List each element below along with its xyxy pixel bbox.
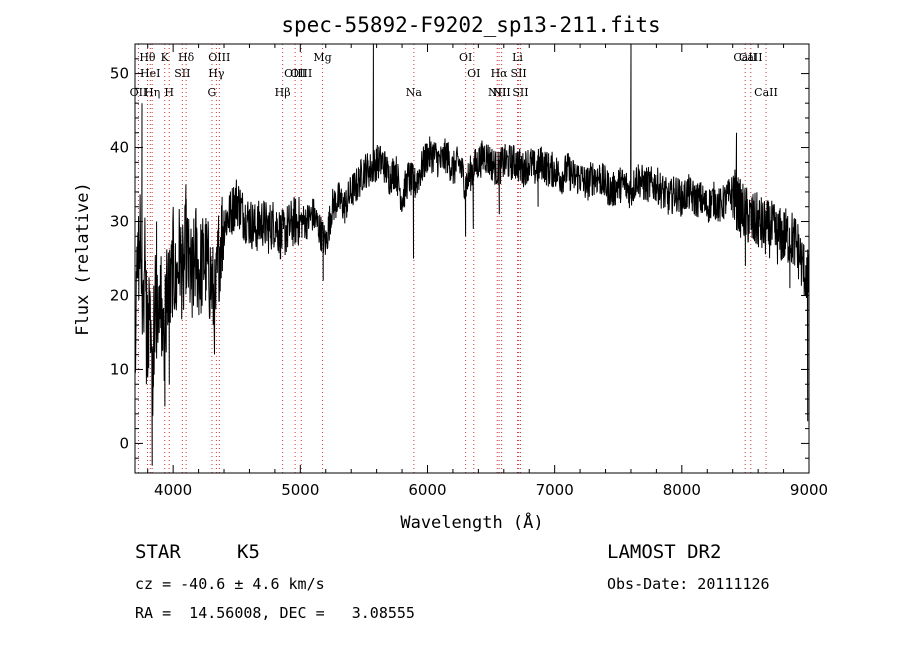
spectral-line-label: Hθ (139, 51, 156, 64)
spectral-line-label: CaII (739, 51, 763, 64)
x-tick-label: 6000 (408, 481, 446, 499)
obs-date-line: Obs-Date: 20111126 (607, 575, 770, 593)
spectral-line-label: OI (459, 51, 472, 64)
y-tick-label: 10 (110, 360, 129, 378)
x-tick-label: 7000 (536, 481, 574, 499)
survey-name: LAMOST DR2 (607, 541, 722, 563)
spectral-line-label: OIII (290, 67, 312, 80)
spectral-line-label: SII (174, 67, 190, 80)
spectral-line-label: CaII (754, 86, 778, 99)
x-axis-ticks: 4000 5000 6000 7000 8000 9000 (147, 44, 828, 499)
spectral-line-label: HeI (140, 67, 160, 80)
x-tick-label: 4000 (154, 481, 192, 499)
spectral-line-label: OII (130, 86, 148, 99)
spectral-line-label: Li (512, 51, 523, 64)
y-axis-label: Flux (relative) (73, 182, 93, 336)
object-class: STAR (135, 541, 181, 563)
y-tick-label: 40 (110, 139, 129, 157)
spectral-line-label: H (164, 86, 174, 99)
spectral-line-label: Hη (144, 86, 160, 99)
coordinates-line: RA = 14.56008, DEC = 3.08555 (135, 604, 415, 622)
y-axis-ticks: 0 10 20 30 40 50 (110, 43, 809, 459)
spectral-line-label: K (161, 51, 170, 64)
spectral-line-label: NII (492, 86, 510, 99)
redshift-line: cz = -40.6 ± 4.6 km/s (135, 575, 325, 593)
spectral-line-label: SII (512, 86, 528, 99)
y-tick-label: 0 (119, 434, 129, 452)
spectral-line-label: Hδ (178, 51, 195, 64)
spectral-line-label: Hγ (208, 67, 225, 80)
spectral-line-label: NII (488, 86, 506, 99)
spectral-line-label: OIII (284, 67, 306, 80)
object-subclass: K5 (237, 541, 260, 563)
spectrum-line (134, 43, 810, 466)
chart-title: spec-55892-F9202_sp13-211.fits (281, 13, 660, 37)
x-tick-label: 8000 (663, 481, 701, 499)
plot-frame (134, 43, 810, 474)
spectral-line-label: Hα (491, 67, 509, 80)
spectral-line-label: OIII (208, 51, 230, 64)
spectral-line-label: G (208, 86, 217, 99)
spectral-line-label: Na (406, 86, 423, 99)
spectral-line-label: CaII (733, 51, 757, 64)
y-tick-label: 30 (110, 213, 129, 231)
x-axis-label: Wavelength (Å) (400, 511, 543, 533)
x-tick-label: 9000 (790, 481, 828, 499)
spectral-line-markers (137, 44, 767, 473)
spectral-line-label: SII (511, 67, 527, 80)
y-tick-label: 20 (110, 286, 129, 304)
spectral-line-label: OI (467, 67, 480, 80)
x-tick-label: 5000 (281, 481, 319, 499)
spectral-line-label: Hβ (275, 86, 291, 99)
spectral-line-label: Mg (313, 51, 331, 64)
y-tick-label: 50 (110, 65, 129, 83)
